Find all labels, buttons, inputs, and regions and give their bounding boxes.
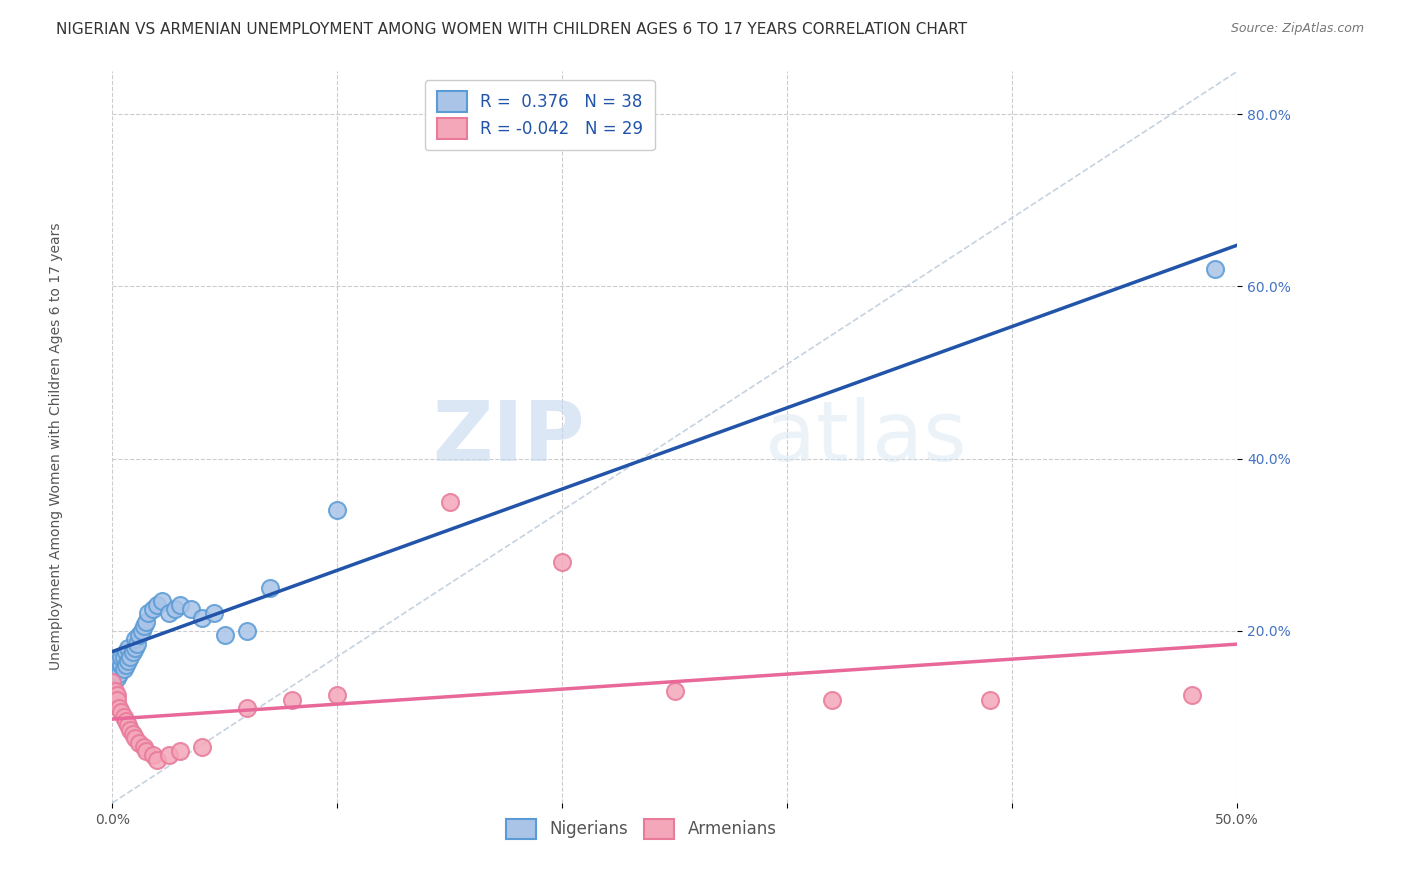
Point <box>124 640 146 655</box>
Point <box>169 744 191 758</box>
Point <box>236 624 259 638</box>
Point <box>128 628 150 642</box>
Point <box>105 688 128 702</box>
Point <box>551 555 574 569</box>
Point <box>117 718 139 732</box>
Point <box>146 753 169 767</box>
Point <box>112 710 135 724</box>
Text: Source: ZipAtlas.com: Source: ZipAtlas.com <box>1230 22 1364 36</box>
Point <box>165 602 187 616</box>
Point <box>326 688 349 702</box>
Point <box>110 649 132 664</box>
Text: NIGERIAN VS ARMENIAN UNEMPLOYMENT AMONG WOMEN WITH CHILDREN AGES 6 TO 17 YEARS C: NIGERIAN VS ARMENIAN UNEMPLOYMENT AMONG … <box>56 22 967 37</box>
Point <box>135 615 157 629</box>
Point <box>146 598 169 612</box>
Point <box>104 684 127 698</box>
Point <box>236 701 259 715</box>
Point <box>142 748 165 763</box>
Point <box>121 727 143 741</box>
Point <box>132 739 155 754</box>
Text: atlas: atlas <box>765 397 966 477</box>
Point <box>821 692 844 706</box>
Point <box>108 666 131 681</box>
Point <box>110 658 132 673</box>
Point <box>191 739 214 754</box>
Point <box>105 658 128 673</box>
Point <box>110 706 132 720</box>
Point <box>124 731 146 746</box>
Point <box>112 649 135 664</box>
Point <box>101 675 124 690</box>
Point <box>101 666 124 681</box>
Point <box>115 645 138 659</box>
Point <box>214 628 236 642</box>
Point <box>128 735 150 749</box>
Text: Unemployment Among Women with Children Ages 6 to 17 years: Unemployment Among Women with Children A… <box>49 222 63 670</box>
Point <box>664 684 686 698</box>
Point <box>108 701 131 715</box>
Point <box>131 624 153 638</box>
Point <box>120 723 142 737</box>
Point <box>202 607 225 621</box>
Point <box>124 632 146 647</box>
Point <box>135 744 157 758</box>
Point <box>259 581 281 595</box>
Point <box>105 671 128 685</box>
Point <box>157 748 180 763</box>
Point <box>180 602 202 616</box>
Point <box>281 692 304 706</box>
Point <box>115 658 138 673</box>
Point <box>121 645 143 659</box>
Point <box>157 607 180 621</box>
Point <box>117 640 139 655</box>
Point <box>1204 262 1226 277</box>
Point <box>104 662 127 676</box>
Point <box>132 619 155 633</box>
Point <box>112 662 135 676</box>
Point <box>1181 688 1204 702</box>
Legend: Nigerians, Armenians: Nigerians, Armenians <box>499 812 783 846</box>
Point <box>117 654 139 668</box>
Point <box>142 602 165 616</box>
Point <box>979 692 1001 706</box>
Point <box>105 692 128 706</box>
Point <box>439 494 461 508</box>
Point <box>138 607 160 621</box>
Point <box>169 598 191 612</box>
Point <box>191 611 214 625</box>
Point <box>150 593 173 607</box>
Point <box>326 503 349 517</box>
Point <box>127 637 149 651</box>
Point <box>115 714 138 728</box>
Point <box>120 649 142 664</box>
Text: ZIP: ZIP <box>433 397 585 477</box>
Point <box>108 654 131 668</box>
